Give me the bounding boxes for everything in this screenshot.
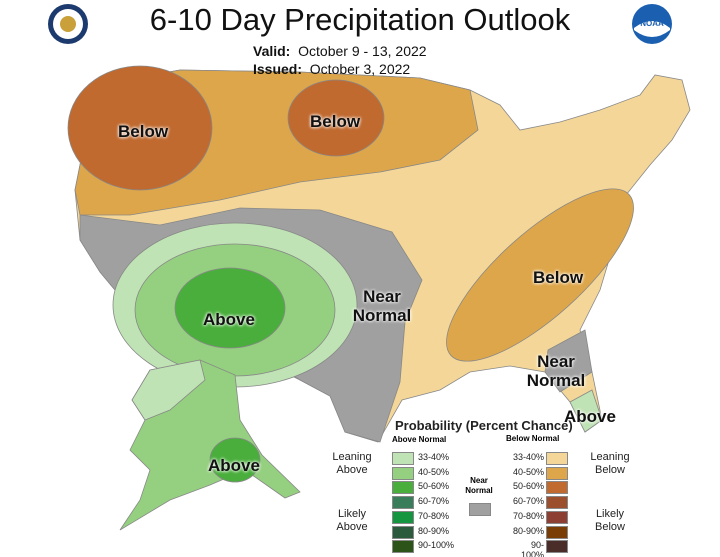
issued-date: Issued: October 3, 2022	[253, 61, 410, 77]
label-near-normal-central: Near Normal	[352, 287, 412, 325]
legend-leaning-above: Leaning Above	[332, 451, 372, 476]
legend-range-above: 90-100%	[418, 540, 455, 551]
region-near-normal-se	[544, 329, 593, 393]
label-near-normal-se: Near Normal	[526, 352, 586, 390]
region-above-fl	[569, 389, 603, 433]
label-above-sw: Above	[203, 310, 255, 329]
doc-seal-icon	[48, 4, 88, 44]
label-below-se: Below	[533, 268, 584, 287]
legend-range-above: 40-50%	[418, 466, 450, 477]
legend-swatch-below	[546, 540, 568, 554]
legend-swatch-below	[546, 510, 568, 524]
label-above-fl: Above	[564, 407, 616, 426]
legend-swatch-below	[546, 496, 568, 510]
legend-range-above: 33-40%	[418, 452, 450, 462]
legend-below-header: Below Normal	[506, 434, 560, 443]
legend-range-below: 50-60%	[512, 481, 544, 492]
alaska-above-50-60	[209, 437, 261, 483]
label-above-ak: Above	[208, 456, 260, 475]
legend-range-below: 80-90%	[512, 525, 544, 536]
alaska-leaning-33-40	[131, 359, 206, 421]
legend-range-below: 33-40%	[512, 452, 544, 462]
page-title: 6-10 Day Precipitation Outlook	[149, 2, 571, 37]
legend-range-below: 40-50%	[512, 466, 544, 477]
issued-label: Issued:	[253, 61, 303, 77]
legend-swatch-above	[392, 525, 414, 539]
legend-range-below: 70-80%	[512, 510, 544, 521]
label-below-nd: Below	[310, 112, 361, 131]
region-above-50-60	[174, 267, 286, 349]
legend-title: Probability (Percent Chance)	[395, 418, 573, 433]
noaa-logo-icon	[632, 4, 672, 44]
legend-likely-below: Likely Below	[595, 508, 625, 533]
legend-swatch-above	[392, 452, 414, 465]
noaa-logo-text: NOAA	[640, 19, 664, 28]
legend-swatch-above	[392, 540, 414, 554]
legend-swatch-above	[392, 496, 414, 510]
legend-swatch-below	[546, 481, 568, 495]
legend-swatch-above	[392, 481, 414, 495]
legend-range-above: 70-80%	[418, 510, 450, 521]
legend-swatch-above	[392, 466, 414, 480]
label-below-nw: Below	[118, 122, 169, 141]
valid-value: October 9 - 13, 2022	[298, 43, 427, 59]
legend-range-below: 90-100%	[520, 540, 544, 557]
valid-label: Valid:	[253, 43, 291, 59]
legend-swatch-below	[546, 466, 568, 480]
legend-near-normal: Near Normal	[465, 476, 493, 495]
legend-swatch-below	[546, 452, 568, 465]
region-below-50-60-nd	[287, 79, 385, 157]
region-below-40-50-se	[446, 188, 634, 362]
region-below-50-60-nw	[67, 65, 213, 191]
legend-range-above: 60-70%	[418, 496, 450, 507]
legend-above-header: Above Normal	[392, 435, 447, 444]
legend-range-above: 80-90%	[418, 525, 450, 536]
legend-likely-above: Likely Above	[336, 508, 368, 533]
legend-swatch-below	[546, 525, 568, 539]
legend-range-above: 50-60%	[418, 481, 450, 492]
issued-value: October 3, 2022	[309, 61, 411, 77]
legend-swatch-above	[392, 510, 414, 524]
valid-dates: Valid: October 9 - 13, 2022	[253, 43, 427, 59]
legend-range-below: 60-70%	[512, 496, 544, 507]
legend-swatch-near-normal	[469, 503, 491, 516]
legend-leaning-below: Leaning Below	[590, 451, 630, 476]
